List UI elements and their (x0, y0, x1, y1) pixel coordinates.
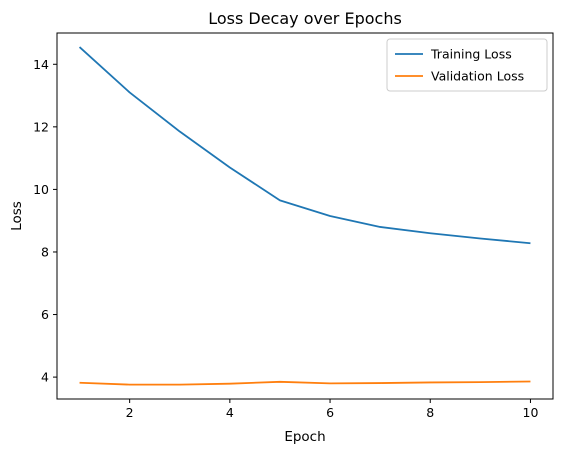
y-tick-label: 4 (41, 370, 49, 385)
series-line-validation-loss (79, 380, 531, 386)
legend-label-validation-loss: Validation Loss (431, 69, 524, 84)
chart-title: Loss Decay over Epochs (208, 9, 402, 28)
x-axis-label: Epoch (284, 429, 325, 445)
y-tick-label: 12 (33, 119, 49, 134)
legend: Training Loss Validation Loss (386, 38, 548, 92)
plot-frame (56, 32, 554, 400)
x-tick-label: 6 (326, 405, 334, 420)
series-layer (78, 46, 531, 386)
legend-label-training-loss: Training Loss (430, 47, 512, 62)
x-tick-label: 4 (226, 405, 234, 420)
x-axis: 2 4 6 8 10 (126, 399, 539, 420)
x-tick-label: 8 (426, 405, 434, 420)
series-line-training-loss (78, 46, 531, 245)
y-tick-label: 14 (33, 57, 49, 72)
y-tick-label: 8 (41, 244, 49, 259)
y-axis: 4 6 8 10 12 14 (33, 57, 57, 385)
y-axis-label: Loss (9, 201, 25, 231)
y-tick-label: 6 (41, 307, 49, 322)
x-tick-label: 2 (126, 405, 134, 420)
y-tick-label: 10 (33, 182, 49, 197)
legend-box (386, 38, 548, 92)
x-tick-label: 10 (523, 405, 539, 420)
